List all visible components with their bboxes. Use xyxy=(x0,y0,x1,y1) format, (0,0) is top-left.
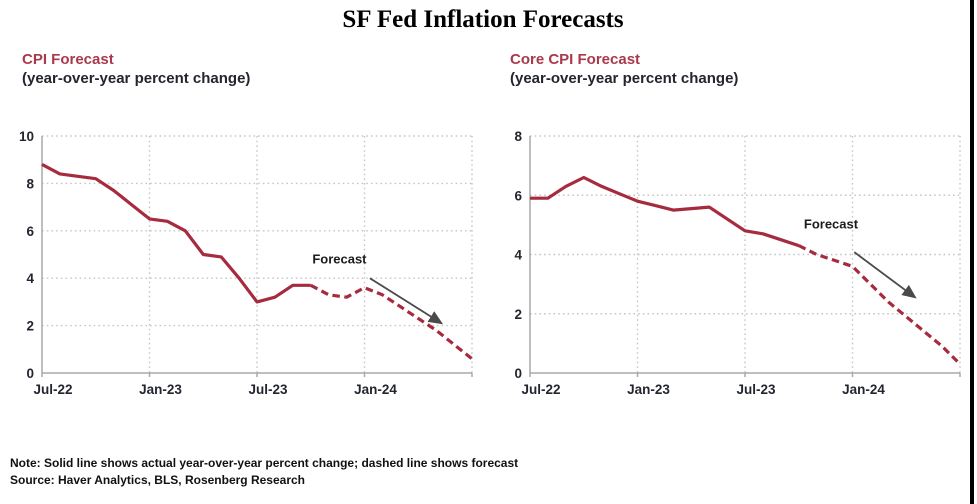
chart-cpi-subtitle: (year-over-year percent change) xyxy=(22,70,251,87)
y-tick-label: 10 xyxy=(19,129,34,144)
series-forecast-line xyxy=(310,283,473,361)
series-forecast-line xyxy=(798,244,962,366)
x-tick-label: Jul-22 xyxy=(33,382,72,397)
figure-title: SF Fed Inflation Forecasts xyxy=(342,6,624,33)
y-tick-label: 6 xyxy=(514,188,522,203)
forecast-arrow xyxy=(853,251,917,299)
x-tick-label: Jul-23 xyxy=(736,382,776,397)
forecast-arrow xyxy=(369,277,444,325)
page-right-border xyxy=(970,0,974,504)
series-actual-line xyxy=(41,162,311,304)
chart-core-cpi-plot: 0 2 4 6 8 Jul-22 Jan-23 Jul-23 Jan-24 Forecast xyxy=(514,129,962,397)
y-tick-label: 8 xyxy=(514,129,522,144)
chart-cpi-header: CPI Forecast (year-over-year percent cha… xyxy=(6,50,486,88)
chart-core-cpi: Core CPI Forecast (year-over-year percen… xyxy=(494,50,974,402)
x-tick-label: Jan-24 xyxy=(354,382,397,397)
y-tick-label: 0 xyxy=(26,366,34,381)
y-tick-label: 8 xyxy=(26,176,34,191)
series-actual-line xyxy=(530,175,800,248)
source-text: Source: Haver Analytics, BLS, Rosenberg … xyxy=(10,473,305,487)
x-tick-label: Jan-23 xyxy=(139,382,182,397)
y-tick-label: 6 xyxy=(26,224,34,239)
note-text: Note: Solid line shows actual year-over-… xyxy=(10,456,519,470)
forecast-annotation-label: Forecast xyxy=(312,252,367,267)
y-tick-label: 0 xyxy=(514,366,522,381)
chart-cpi: CPI Forecast (year-over-year percent cha… xyxy=(6,50,486,402)
y-tick-label: 4 xyxy=(26,271,34,286)
chart-core-cpi-subtitle: (year-over-year percent change) xyxy=(510,70,739,87)
chart-core-cpi-title: Core CPI Forecast xyxy=(510,51,641,68)
x-tick-label: Jul-22 xyxy=(521,382,560,397)
chart-core-cpi-header: Core CPI Forecast (year-over-year percen… xyxy=(494,50,974,88)
y-tick-label: 2 xyxy=(26,319,34,334)
y-tick-label: 2 xyxy=(514,307,522,322)
chart-cpi-plot: 0 2 4 6 8 10 Jul-22 Jan-23 Jul-23 Jan-24 Forecast xyxy=(19,129,473,397)
x-tick-label: Jan-24 xyxy=(842,382,885,397)
x-tick-label: Jul-23 xyxy=(248,382,288,397)
y-tick-label: 4 xyxy=(514,248,522,263)
x-tick-label: Jan-23 xyxy=(627,382,670,397)
chart-cpi-title: CPI Forecast xyxy=(22,51,114,68)
figure-notes: Note: Solid line shows actual year-over-… xyxy=(10,455,518,489)
forecast-annotation-label: Forecast xyxy=(804,216,859,231)
